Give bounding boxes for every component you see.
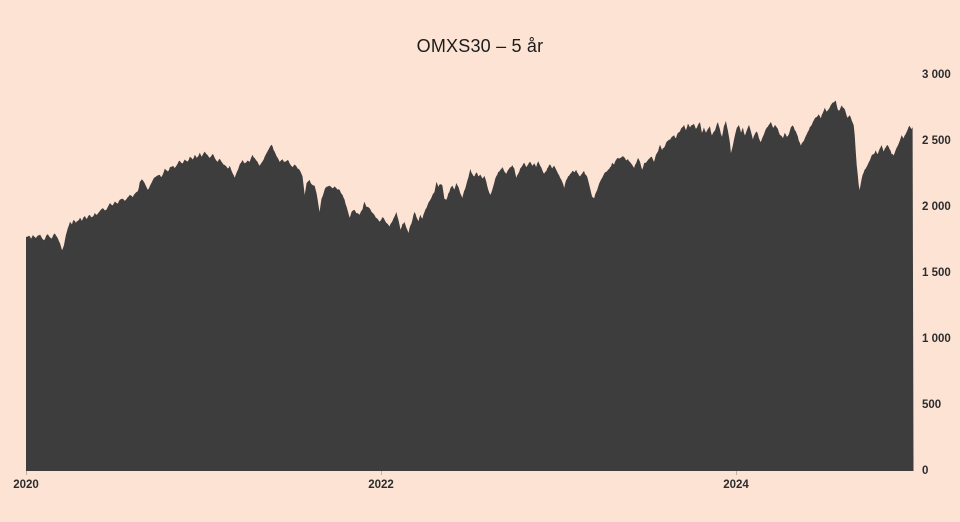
x-axis-label: 2024	[723, 479, 749, 491]
y-axis-label: 1 500	[922, 267, 951, 279]
x-axis-tick	[26, 471, 27, 475]
x-axis-label: 2020	[13, 479, 39, 491]
y-axis-label: 0	[922, 465, 929, 477]
y-axis-label: 1 000	[922, 333, 951, 345]
y-axis-label: 2 000	[922, 201, 951, 213]
x-axis-tick	[736, 471, 737, 475]
y-axis-label: 2 500	[922, 135, 951, 147]
x-axis-tick	[381, 471, 382, 475]
omxs30-area-series	[26, 100, 914, 471]
y-axis-label: 3 000	[922, 69, 951, 81]
chart-title: OMXS30 – 5 år	[416, 36, 544, 56]
x-axis-label: 2022	[368, 479, 394, 491]
y-axis-label: 500	[922, 399, 942, 411]
